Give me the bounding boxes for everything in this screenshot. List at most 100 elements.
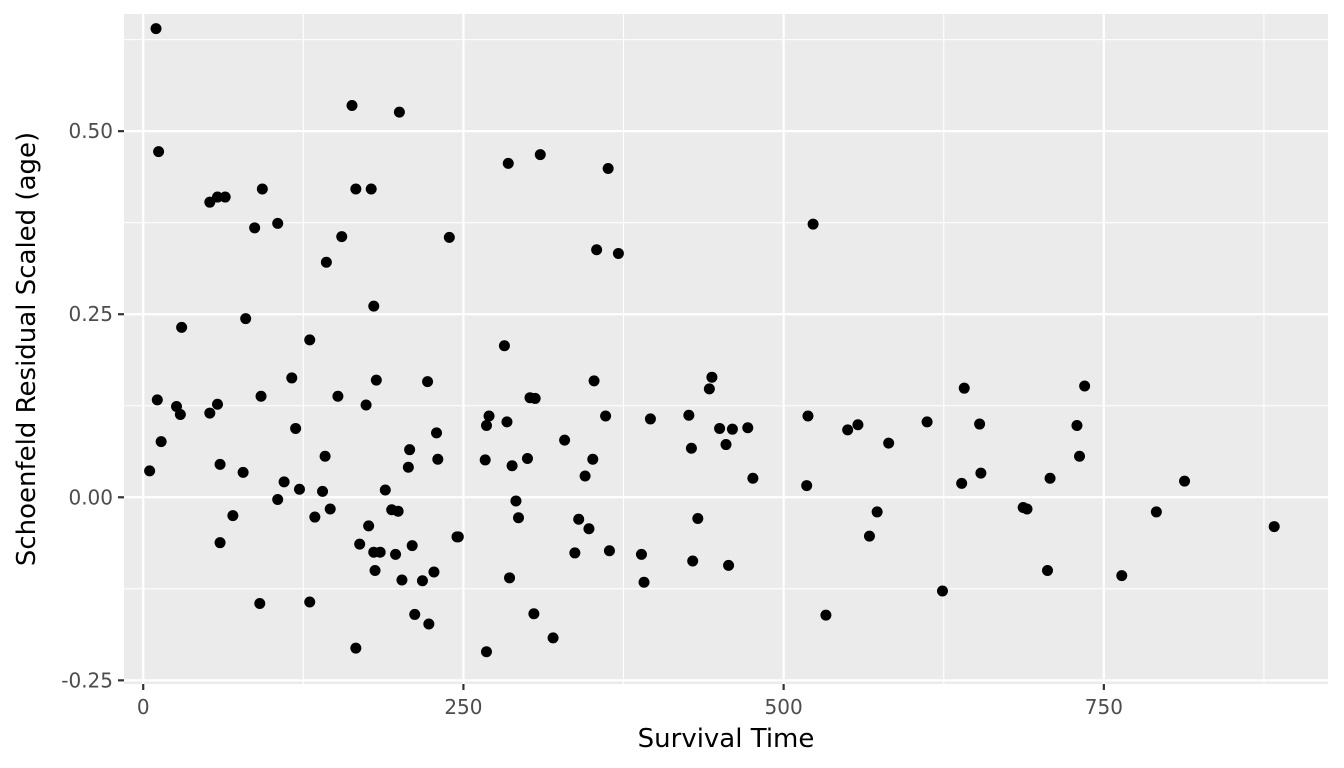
data-point [1179, 475, 1191, 487]
data-point [249, 222, 261, 234]
data-point [320, 256, 332, 268]
data-point [144, 465, 156, 477]
data-point [974, 418, 986, 430]
data-point [350, 642, 362, 654]
data-point [272, 217, 284, 229]
data-point [504, 572, 516, 584]
data-point [1041, 565, 1053, 577]
data-point [742, 422, 754, 434]
data-point [256, 183, 268, 195]
data-point [428, 566, 440, 578]
data-point [587, 453, 599, 465]
data-point [150, 23, 162, 35]
x-tick-label: 750 [1085, 695, 1123, 719]
data-point [174, 409, 186, 421]
data-point [510, 495, 522, 507]
data-point [1044, 472, 1056, 484]
x-tick-label: 0 [137, 695, 150, 719]
data-point [958, 382, 970, 394]
data-point [687, 555, 699, 567]
data-point [393, 106, 405, 118]
data-point [212, 191, 224, 203]
data-point [723, 559, 735, 571]
data-point [304, 596, 316, 608]
x-tick-labels: 0 250 500 750 [137, 695, 1123, 719]
data-point [240, 313, 252, 325]
data-point [402, 461, 414, 473]
data-point [685, 442, 697, 454]
data-point [237, 466, 249, 478]
data-point [272, 493, 284, 505]
data-point [452, 531, 464, 543]
data-point [802, 410, 814, 422]
data-point [204, 407, 216, 419]
data-point [612, 247, 624, 259]
data-point [644, 413, 656, 425]
y-tick-label: 0.50 [68, 119, 113, 143]
data-point [286, 372, 298, 384]
data-point [921, 416, 933, 428]
y-axis-title: Schoenfeld Residual Scaled (age) [12, 132, 42, 566]
x-tick-label: 500 [765, 695, 803, 719]
data-point [956, 477, 968, 489]
data-point [304, 334, 316, 346]
data-point [214, 458, 226, 470]
data-point [714, 422, 726, 434]
data-point [155, 436, 167, 448]
data-point [379, 484, 391, 496]
data-point [528, 608, 540, 620]
data-points [144, 23, 1280, 658]
data-point [588, 375, 600, 387]
data-point [176, 321, 188, 333]
data-point [369, 565, 381, 577]
data-point [336, 231, 348, 243]
data-point [409, 608, 421, 620]
data-point [807, 218, 819, 230]
data-point [254, 597, 266, 609]
major-gridlines [124, 14, 1328, 684]
data-point [506, 460, 518, 472]
data-point [422, 376, 434, 388]
data-point [842, 424, 854, 436]
plot-panel [124, 14, 1328, 684]
data-point [603, 545, 615, 557]
data-point [324, 503, 336, 515]
data-point [801, 480, 813, 492]
data-point [404, 444, 416, 456]
data-point [573, 513, 585, 525]
data-point [600, 410, 612, 422]
data-point [1150, 506, 1162, 518]
data-point [423, 618, 435, 630]
data-point [392, 505, 404, 517]
data-point [1074, 450, 1086, 462]
data-point [720, 439, 732, 451]
data-point [692, 513, 704, 525]
data-point [480, 646, 492, 658]
data-point [683, 409, 695, 421]
data-point [1079, 380, 1091, 392]
data-point [431, 427, 443, 439]
data-point [513, 512, 525, 524]
data-point [863, 530, 875, 542]
data-point [354, 538, 366, 550]
data-point [579, 470, 591, 482]
data-point [350, 183, 362, 195]
data-point [370, 374, 382, 386]
data-point [726, 423, 738, 435]
y-tick-labels: -0.25 0.00 0.25 0.50 [61, 119, 113, 692]
data-point [547, 632, 559, 644]
data-point [559, 434, 571, 446]
data-point [1071, 420, 1083, 432]
data-point [363, 520, 375, 532]
data-point [309, 511, 321, 523]
data-point [638, 576, 650, 588]
data-point [365, 183, 377, 195]
data-point [360, 399, 372, 411]
data-point [498, 340, 510, 352]
data-point [432, 453, 444, 465]
data-point [153, 146, 165, 158]
data-point [317, 485, 329, 497]
y-tick-label: 0.00 [68, 485, 113, 509]
data-point [602, 163, 614, 175]
